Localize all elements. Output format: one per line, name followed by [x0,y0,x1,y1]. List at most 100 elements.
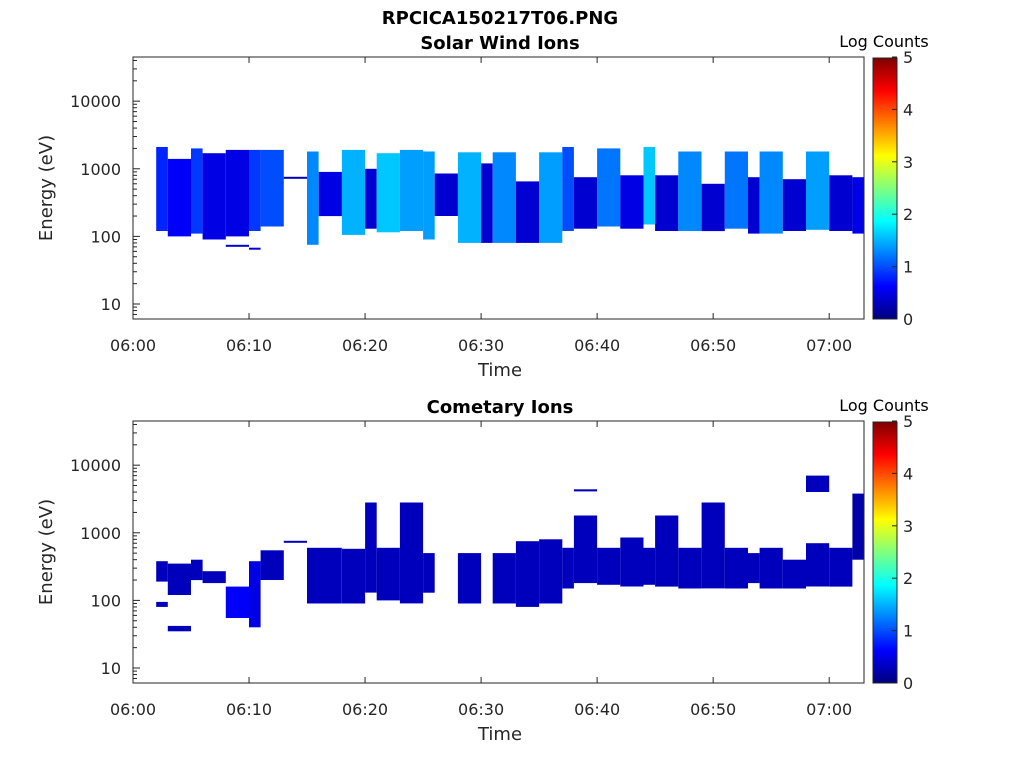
heatmap-cell [701,502,725,589]
colorbar-tick-label: 3 [903,153,913,172]
x-tick-label: 07:00 [806,700,852,719]
heatmap-cell [156,147,168,231]
x-tick-label: 06:20 [342,336,388,355]
plot-frame [132,56,865,320]
heatmap-cell [225,244,249,247]
heatmap-cell [562,547,574,589]
heatmap-cell [167,158,191,237]
panel-title: Solar Wind Ions [420,33,579,54]
heatmap-cell [515,181,540,243]
heatmap-cell [701,183,725,232]
cometary-ions-panel: Cometary Ions Log Counts Time Energy (eV… [36,396,929,745]
heatmap-cell [492,553,516,604]
heatmap-cell [249,247,261,250]
heatmap-cells [156,475,864,632]
x-tick-label: 07:00 [806,336,852,355]
heatmap-cell [748,553,760,584]
x-tick-label: 06:40 [574,700,620,719]
heatmap-cell [620,537,644,587]
colorbar [872,421,898,684]
heatmap-cell [156,561,168,582]
heatmap-cell [515,541,540,607]
heatmap-cell [562,147,574,231]
heatmap-cell [759,151,783,234]
heatmap-cell [167,625,191,632]
heatmap-cell [225,586,249,618]
x-tick-label: 06:10 [226,700,272,719]
solar-wind-ions-panel: Solar Wind Ions Log Counts Time Energy (… [36,32,929,381]
x-tick-label: 06:00 [110,700,156,719]
colorbar-tick-label: 5 [903,48,913,67]
heatmap-cell [539,539,563,604]
heatmap-cell [307,547,342,604]
colorbar-tick-label: 4 [903,464,913,483]
colorbar-label: Log Counts [839,32,929,51]
heatmap-cell [492,152,516,243]
heatmap-cell [782,179,806,231]
heatmap-cell [423,151,435,240]
heatmap-cell [573,489,598,492]
x-tick-label: 06:50 [690,700,736,719]
heatmap-cell [481,163,493,243]
x-tick-label: 06:50 [690,336,736,355]
heatmap-cell [376,547,400,601]
colorbar-label: Log Counts [839,396,929,415]
y-axis-label: Energy (eV) [36,499,57,605]
heatmap-cell [643,147,656,225]
heatmap-cell [573,515,598,584]
panel-title: Cometary Ions [427,397,574,418]
heatmap-cell [434,173,458,216]
heatmap-cell [202,153,226,240]
x-tick-label: 06:40 [574,336,620,355]
heatmap-cell [283,176,307,179]
colorbar-tick-label: 0 [903,674,913,693]
heatmap-cell [156,601,168,607]
heatmap-cell [678,151,702,231]
heatmap-cell [724,151,748,229]
y-axis-label: Energy (eV) [36,135,57,241]
y-tick-label: 1000 [80,160,121,179]
y-tick-label: 10000 [70,456,121,475]
heatmap-cell [678,547,702,589]
heatmap-cell [341,149,366,235]
heatmap-cell [597,547,621,585]
heatmap-cell [806,475,830,492]
heatmap-cell [597,148,621,227]
heatmap-cell [318,171,342,217]
heatmap-cell [724,547,748,589]
heatmap-cell [748,177,760,234]
colorbar-tick-label: 1 [903,622,913,641]
y-tick-label: 1000 [80,524,121,543]
heatmap-cell [829,547,853,587]
heatmap-cell [806,151,830,230]
x-axis-label: Time [477,724,522,745]
heatmap-cell [399,502,424,604]
y-tick-label: 10000 [70,92,121,111]
heatmap-cell [341,548,366,604]
x-tick-label: 06:30 [458,700,504,719]
heatmap-cell [457,152,482,243]
heatmap-cell [655,515,679,587]
x-axis-label: Time [477,360,522,381]
heatmap-cell [249,561,261,628]
heatmap-cell [307,151,319,245]
heatmap-cell [852,493,864,560]
y-tick-label: 10 [101,295,121,314]
colorbar-tick-label: 2 [903,569,913,588]
heatmap-cell [620,175,644,229]
colorbar-tick-label: 0 [903,310,913,329]
heatmap-cell [655,175,679,231]
colorbar-tick-label: 2 [903,205,913,224]
heatmap-cell [457,553,482,604]
heatmap-cell [573,177,598,229]
x-tick-label: 06:30 [458,336,504,355]
heatmap-cell [759,547,783,589]
heatmap-cell [829,175,853,231]
heatmap-cell [260,149,284,227]
heatmap-cell [399,149,424,231]
heatmap-cell [365,502,377,593]
heatmap-cell [806,543,830,587]
heatmap-cell [249,149,261,231]
x-tick-label: 06:20 [342,700,388,719]
